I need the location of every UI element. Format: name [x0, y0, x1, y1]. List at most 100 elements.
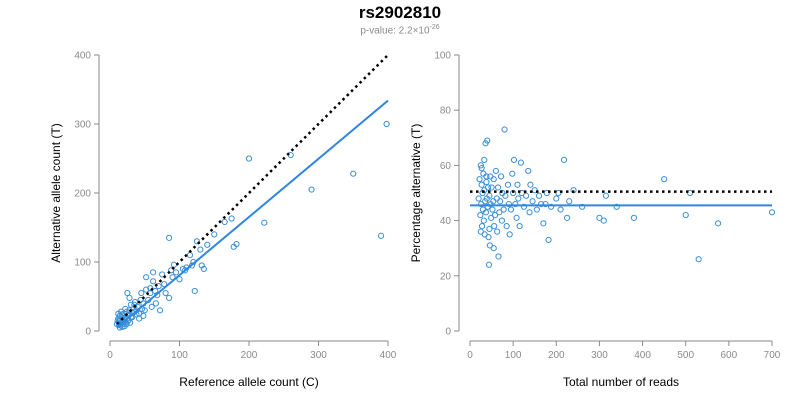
x-axis-title: Total number of reads — [563, 375, 679, 389]
x-tick-label: 0 — [107, 350, 113, 361]
data-point — [233, 240, 240, 248]
data-point — [149, 278, 157, 285]
x-tick-label: 300 — [310, 350, 327, 361]
data-point — [533, 206, 540, 213]
data-point — [136, 315, 143, 322]
data-point — [486, 225, 493, 232]
data-point — [661, 176, 668, 183]
x-tick-label: 100 — [171, 350, 188, 361]
x-tick-label: 100 — [505, 350, 522, 361]
data-point — [118, 308, 125, 315]
data-point — [204, 241, 211, 248]
data-point — [478, 165, 485, 172]
y-tick-label: 100 — [74, 258, 91, 269]
data-point — [555, 189, 562, 197]
data-point — [526, 209, 533, 216]
data-point — [686, 189, 694, 197]
x-tick-label: 300 — [591, 350, 608, 361]
chart-subtitle: p-value: 2.2×10-26 — [0, 24, 800, 36]
fitted-line — [116, 99, 389, 329]
chart-title: rs2902810 — [358, 3, 442, 22]
data-point — [191, 287, 198, 295]
data-point — [148, 303, 155, 310]
data-point — [531, 187, 538, 194]
data-point — [602, 192, 610, 199]
data-point — [529, 198, 536, 205]
data-point — [477, 211, 484, 219]
data-point — [483, 178, 490, 186]
data-point — [600, 217, 607, 224]
data-point — [122, 305, 129, 313]
data-point — [514, 181, 521, 188]
data-point — [170, 261, 178, 268]
percentage-scatter-panel: 0 100 200 300 400 500 600 700 0 20 40 60 80 100 Total … — [409, 51, 781, 390]
data-point — [497, 198, 504, 205]
x-tick-label: 400 — [380, 350, 397, 361]
data-point — [491, 211, 499, 219]
data-point — [516, 223, 523, 230]
data-point — [193, 238, 200, 245]
data-point — [497, 173, 505, 180]
data-point — [579, 203, 586, 210]
x-tick-label: 700 — [764, 350, 781, 361]
data-point — [143, 286, 150, 293]
data-point — [512, 200, 519, 208]
y-tick-label: 80 — [440, 106, 452, 117]
x-tick-label: 200 — [241, 350, 258, 361]
data-point — [478, 223, 486, 230]
data-point — [186, 252, 194, 259]
data-point — [490, 245, 497, 252]
data-point — [596, 214, 603, 221]
data-point — [540, 220, 547, 227]
y-tick-label: 0 — [85, 327, 91, 338]
data-point — [159, 271, 166, 278]
data-point — [149, 269, 157, 276]
x-tick-label: 400 — [634, 350, 651, 361]
data-point — [245, 155, 253, 162]
data-point — [490, 176, 497, 183]
reference-dotted-line — [116, 54, 389, 325]
data-point — [535, 192, 543, 199]
data-point — [560, 156, 568, 163]
data-point — [495, 253, 502, 260]
data-point — [188, 262, 196, 269]
data-point — [140, 312, 147, 319]
p-value-exponent: -26 — [429, 24, 440, 31]
data-point — [143, 274, 150, 281]
data-point — [152, 300, 159, 307]
data-point — [520, 203, 528, 210]
data-point — [482, 209, 490, 216]
y-tick-label: 60 — [440, 161, 452, 172]
data-point — [478, 181, 485, 188]
data-point — [489, 206, 496, 213]
data-point — [492, 167, 499, 175]
data-point — [162, 289, 169, 297]
x-tick-label: 200 — [548, 350, 565, 361]
data-point — [517, 159, 525, 166]
data-point — [566, 198, 573, 205]
data-point — [695, 256, 702, 263]
data-point — [481, 156, 488, 163]
data-point — [768, 209, 776, 216]
data-point — [485, 261, 493, 268]
data-point — [493, 195, 500, 202]
data-point — [500, 206, 507, 213]
y-tick-label: 20 — [440, 271, 452, 282]
data-point — [476, 176, 483, 183]
data-point — [211, 231, 218, 238]
data-point — [682, 211, 689, 219]
data-point — [504, 181, 512, 188]
data-point — [507, 206, 515, 213]
data-point — [141, 307, 148, 314]
data-point — [156, 307, 164, 314]
data-point — [127, 301, 134, 308]
data-point — [477, 162, 484, 169]
data-point — [494, 184, 502, 191]
data-point — [484, 137, 491, 144]
allele-count-scatter-panel: 0 100 200 300 400 0 100 200 300 400 Reference alle… — [49, 51, 397, 390]
data-point — [502, 192, 509, 199]
data-point — [542, 200, 549, 208]
data-point — [118, 311, 125, 318]
data-point — [172, 269, 180, 276]
data-point — [480, 217, 487, 224]
